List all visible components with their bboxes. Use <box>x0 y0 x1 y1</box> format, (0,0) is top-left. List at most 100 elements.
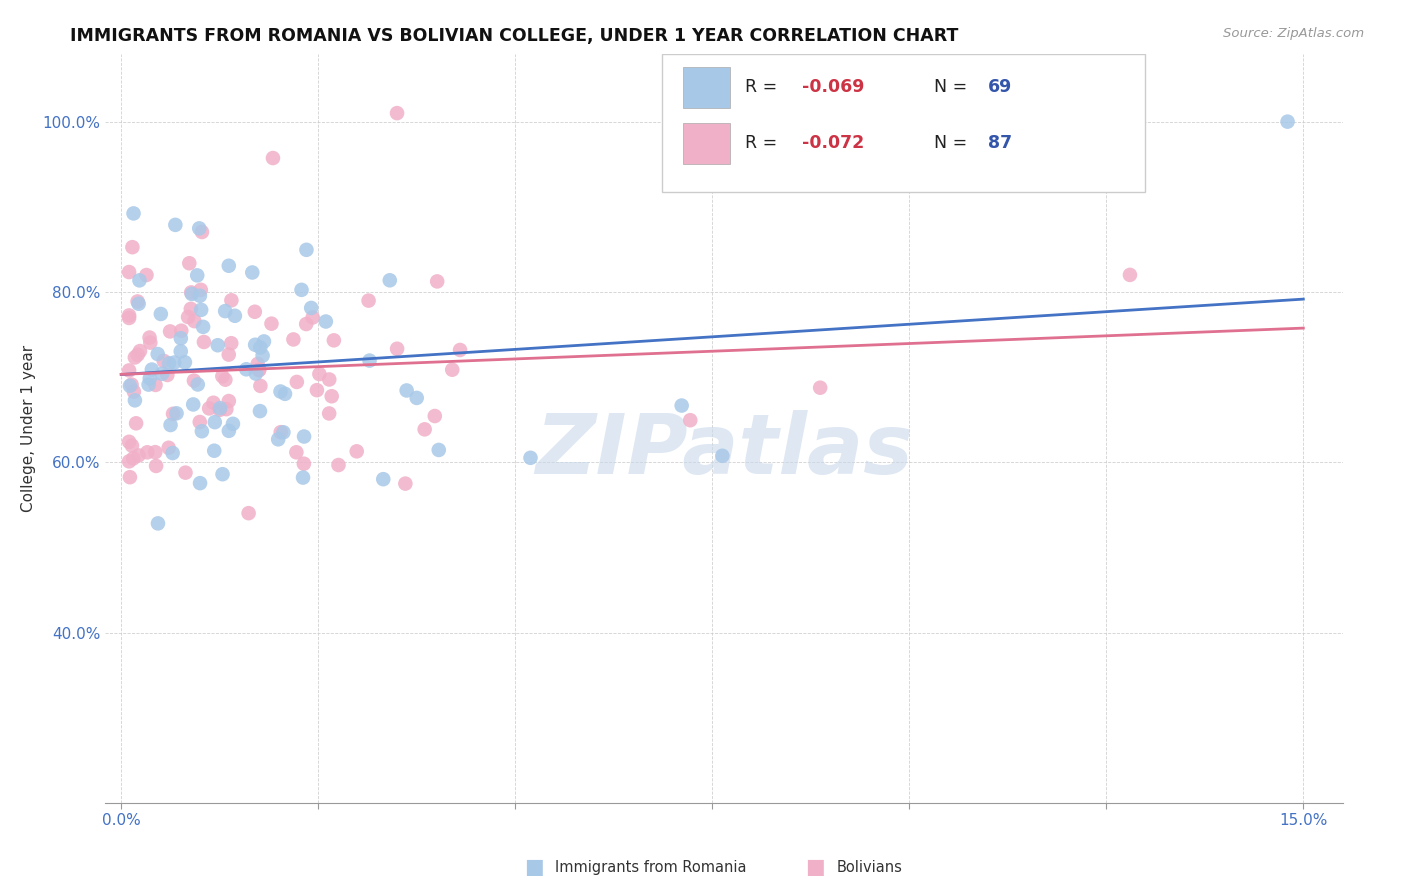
Point <box>150 367 173 381</box>
Point <box>166 406 188 420</box>
Text: -0.072: -0.072 <box>801 135 865 153</box>
Point <box>122 384 145 399</box>
Point <box>127 348 149 362</box>
FancyBboxPatch shape <box>662 54 1144 192</box>
Point <box>359 353 381 368</box>
Point <box>318 372 340 386</box>
Point <box>808 381 831 395</box>
Point <box>245 367 267 381</box>
Point <box>270 384 292 399</box>
Point <box>238 506 260 520</box>
Text: IMMIGRANTS FROM ROMANIA VS BOLIVIAN COLLEGE, UNDER 1 YEAR CORRELATION CHART: IMMIGRANTS FROM ROMANIA VS BOLIVIAN COLL… <box>70 27 959 45</box>
Point <box>357 293 380 308</box>
Point <box>118 363 141 377</box>
Text: ■: ■ <box>524 857 544 877</box>
Point <box>385 342 408 356</box>
Point <box>180 301 202 316</box>
Point <box>129 344 152 359</box>
Point <box>156 368 179 382</box>
Text: -0.069: -0.069 <box>801 78 865 96</box>
Text: R =: R = <box>745 135 783 153</box>
Point <box>247 362 270 376</box>
Point <box>346 444 368 458</box>
Point <box>308 367 330 381</box>
Point <box>207 338 229 352</box>
Point <box>152 354 174 368</box>
Point <box>183 374 205 388</box>
Point <box>214 304 236 318</box>
Point <box>193 334 215 349</box>
Text: N =: N = <box>935 135 973 153</box>
Point <box>170 331 193 345</box>
Point <box>214 373 236 387</box>
Point <box>218 348 240 362</box>
Point <box>124 351 146 365</box>
Point <box>519 450 541 465</box>
Point <box>315 314 337 328</box>
Point <box>202 396 225 410</box>
Point <box>211 467 233 482</box>
Point <box>321 389 343 403</box>
Point <box>118 454 141 468</box>
Point <box>260 317 283 331</box>
Point <box>209 401 232 416</box>
Point <box>328 458 350 472</box>
Point <box>191 225 214 239</box>
Point <box>285 445 308 459</box>
Point <box>174 355 197 369</box>
Point <box>299 301 322 315</box>
Point <box>373 472 395 486</box>
Point <box>301 310 323 325</box>
Point <box>224 309 246 323</box>
Point <box>186 268 208 283</box>
Point <box>405 391 427 405</box>
Point <box>198 401 221 416</box>
Point <box>413 422 436 436</box>
Point <box>426 274 449 288</box>
Point <box>295 243 318 257</box>
Point <box>118 265 141 279</box>
Point <box>180 285 202 300</box>
Point <box>121 240 143 254</box>
Point <box>159 325 181 339</box>
Point <box>125 417 148 431</box>
Point <box>191 319 214 334</box>
Point <box>149 307 172 321</box>
Point <box>170 324 193 338</box>
Point <box>270 425 292 440</box>
Point <box>183 314 205 328</box>
Point <box>211 369 233 384</box>
Point <box>157 356 180 370</box>
Point <box>427 442 450 457</box>
Point <box>1119 268 1142 282</box>
Point <box>190 302 212 317</box>
Point <box>221 293 243 308</box>
Point <box>273 425 295 440</box>
Point <box>249 341 271 355</box>
Point <box>292 470 315 484</box>
Point <box>163 355 186 369</box>
Point <box>218 394 240 409</box>
Point <box>449 343 471 357</box>
Point <box>122 451 145 466</box>
Point <box>146 516 169 531</box>
Point <box>180 287 202 301</box>
Point <box>139 335 162 350</box>
Point <box>202 443 225 458</box>
Point <box>165 218 187 232</box>
Point <box>322 334 344 348</box>
Point <box>170 344 193 359</box>
Point <box>174 466 197 480</box>
Point <box>671 399 693 413</box>
Point <box>118 470 141 484</box>
Point <box>423 409 446 423</box>
Point <box>139 371 162 385</box>
Point <box>243 305 266 319</box>
Point <box>395 384 418 398</box>
Point <box>188 289 211 303</box>
Point <box>190 283 212 297</box>
Point <box>162 407 184 421</box>
Point <box>378 273 401 287</box>
Point <box>187 377 209 392</box>
Point <box>247 363 270 377</box>
